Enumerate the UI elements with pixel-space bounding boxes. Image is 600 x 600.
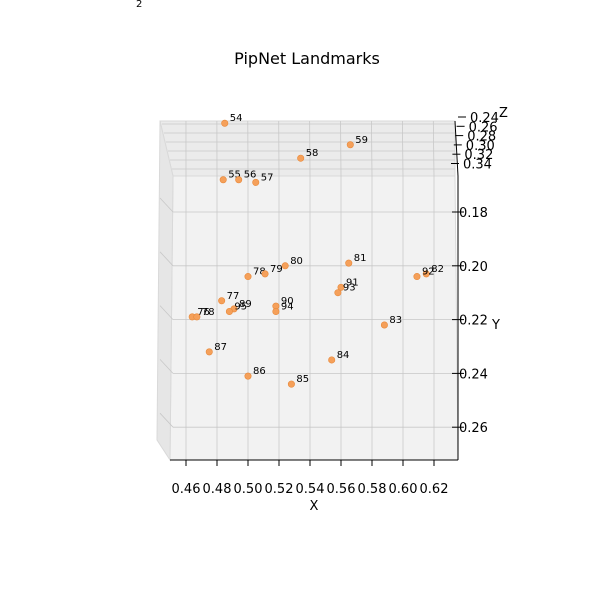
z-tick-label: 0.30 (466, 139, 495, 154)
point-label: 89 (239, 299, 252, 310)
point-label: 86 (253, 366, 266, 377)
data-point (422, 270, 430, 278)
z-tick-label: 0.28 (467, 130, 496, 145)
data-point (413, 273, 421, 281)
x-tick-label: 0.48 (203, 482, 232, 497)
data-point (272, 308, 280, 316)
grid-line (159, 305, 174, 320)
z-axis-label: Z (499, 106, 508, 121)
data-point (261, 270, 269, 278)
data-point (346, 141, 354, 149)
z-tick-label: 0.26 (469, 120, 498, 135)
z-tick-label: 0.32 (464, 148, 493, 163)
grid-line (371, 120, 373, 177)
z-tick-label: 0.34 (463, 158, 492, 173)
data-point (235, 176, 243, 184)
data-point (244, 372, 252, 380)
data-point (380, 321, 388, 329)
point-label: 80 (290, 256, 303, 267)
z-tick-label: 0.24 (470, 111, 499, 126)
x-tick-label: 0.60 (389, 482, 418, 497)
point-label: 57 (261, 172, 274, 183)
chart-title: PipNet Landmarks (234, 49, 380, 68)
data-point (297, 154, 305, 162)
point-label: 58 (306, 148, 319, 159)
point-label: 82 (431, 264, 444, 275)
point-label: 79 (270, 264, 283, 275)
data-point (287, 380, 295, 388)
data-point (345, 259, 353, 267)
data-point (337, 283, 345, 291)
x-tick-label: 0.46 (172, 482, 201, 497)
x-ticks: 0.46 0.48 0.50 0.52 0.54 0.56 0.58 0.60 0.62 (172, 460, 449, 497)
point-label: 91 (346, 277, 359, 288)
point-label: 76 (197, 307, 210, 318)
point-label: 77 (227, 291, 240, 302)
point-label: 87 (214, 342, 227, 353)
y-tick-label: 0.20 (459, 260, 488, 275)
point-label: 90 (281, 296, 294, 307)
point-label: 81 (354, 253, 367, 264)
y-axis-label: Y (491, 318, 500, 333)
grid-lines (159, 120, 456, 460)
data-point (281, 262, 289, 270)
data-point (225, 308, 233, 316)
grid-line (159, 412, 174, 428)
grid-line (159, 359, 174, 374)
x-tick-label: 0.58 (358, 482, 387, 497)
point-label: 78 (253, 267, 266, 278)
data-point (244, 273, 252, 281)
x-tick-label: 0.62 (420, 482, 449, 497)
grid-line (402, 120, 404, 177)
x-tick-label: 0.50 (234, 482, 263, 497)
y-tick-label: 0.18 (459, 206, 488, 221)
data-point (193, 313, 201, 321)
point-label: 59 (355, 135, 368, 146)
y-tick-label: 0.26 (459, 421, 488, 436)
x-axis-label: X (310, 499, 319, 514)
z-ticks: 0.240.260.280.300.320.34 (451, 111, 499, 173)
x-tick-label: 0.54 (296, 482, 325, 497)
y-ticks: 0.18 0.20 0.22 0.24 0.26 (452, 206, 488, 436)
point-label: 54 (230, 113, 243, 124)
x-tick-label: 0.56 (327, 482, 356, 497)
point-label: 85 (296, 374, 309, 385)
corner-text: 2 (136, 0, 142, 10)
data-point (334, 289, 342, 297)
data-point (219, 176, 227, 184)
grid-line (159, 197, 174, 213)
point-label: 83 (389, 315, 402, 326)
point-label: 55 (228, 170, 241, 181)
y-tick-label: 0.22 (459, 314, 488, 329)
point-label: 78 (202, 307, 215, 318)
grid-line (159, 251, 174, 267)
data-point (328, 356, 336, 364)
data-point (252, 178, 260, 186)
y-tick-label: 0.24 (459, 367, 488, 382)
data-point (205, 348, 213, 356)
point-label: 84 (337, 350, 350, 361)
yz-pane (156, 120, 174, 462)
x-tick-label: 0.52 (265, 482, 294, 497)
grid-line (432, 120, 435, 177)
point-label: 92 (422, 267, 435, 278)
point-label: 94 (281, 302, 294, 313)
z-axis-line (454, 120, 459, 177)
data-point (218, 297, 226, 305)
point-label: 95 (234, 302, 247, 313)
point-label: 56 (244, 170, 257, 181)
data-point (221, 119, 229, 127)
point-label: 93 (343, 283, 356, 294)
xy-pane (169, 175, 459, 461)
